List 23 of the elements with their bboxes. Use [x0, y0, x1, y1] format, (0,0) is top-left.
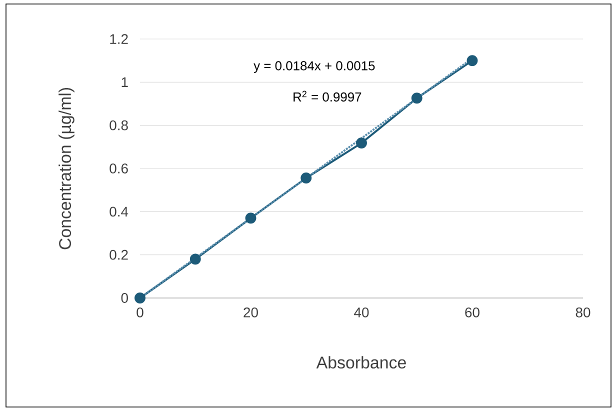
x-tick-label: 40: [354, 307, 369, 318]
point: [300, 172, 312, 184]
y-tick-label: 0.4: [110, 206, 128, 217]
x-tick-label: 20: [244, 307, 258, 318]
point: [466, 55, 478, 66]
annotation: y = 0.0184x + 0.0015: [254, 61, 375, 73]
point: [134, 292, 146, 304]
point: [356, 138, 367, 149]
x-tick-label: 80: [576, 307, 590, 318]
y-axis-title: Concentration (µg/ml): [58, 88, 74, 250]
point: [190, 254, 201, 265]
y-tick-label: 0: [121, 293, 128, 303]
point: [245, 212, 256, 224]
y-tick-label: 1: [122, 77, 128, 87]
y-tick-label: 0.6: [110, 164, 128, 174]
y-tick-label: 1.2: [110, 34, 128, 44]
y-tick-label: 0.2: [110, 250, 128, 260]
x-axis-title: Absorbance: [316, 356, 406, 369]
x-tick-label: 0: [136, 307, 144, 318]
x-tick-label: 60: [465, 307, 480, 318]
annotation: R$^{2}$ = 0.9997: [294, 90, 362, 102]
y-tick-label: 0.8: [110, 120, 128, 130]
point: [411, 92, 422, 104]
